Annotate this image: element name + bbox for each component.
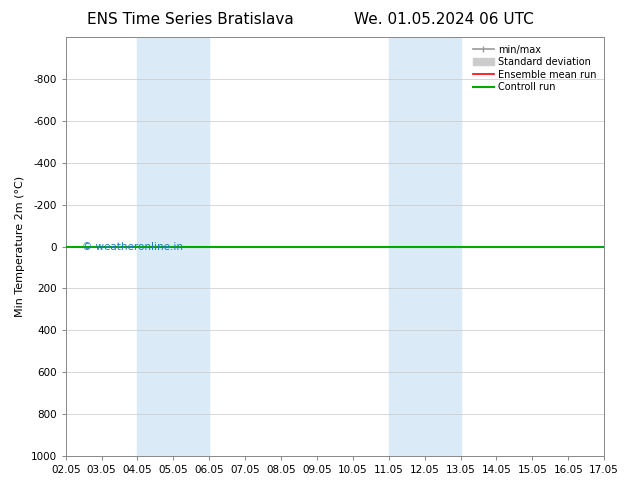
Legend: min/max, Standard deviation, Ensemble mean run, Controll run: min/max, Standard deviation, Ensemble me…	[470, 42, 599, 95]
Y-axis label: Min Temperature 2m (°C): Min Temperature 2m (°C)	[15, 176, 25, 317]
Bar	[138, 37, 209, 456]
Bar	[389, 37, 460, 456]
Text: © weatheronline.in: © weatheronline.in	[82, 242, 183, 251]
Text: ENS Time Series Bratislava: ENS Time Series Bratislava	[87, 12, 294, 27]
Text: We. 01.05.2024 06 UTC: We. 01.05.2024 06 UTC	[354, 12, 534, 27]
